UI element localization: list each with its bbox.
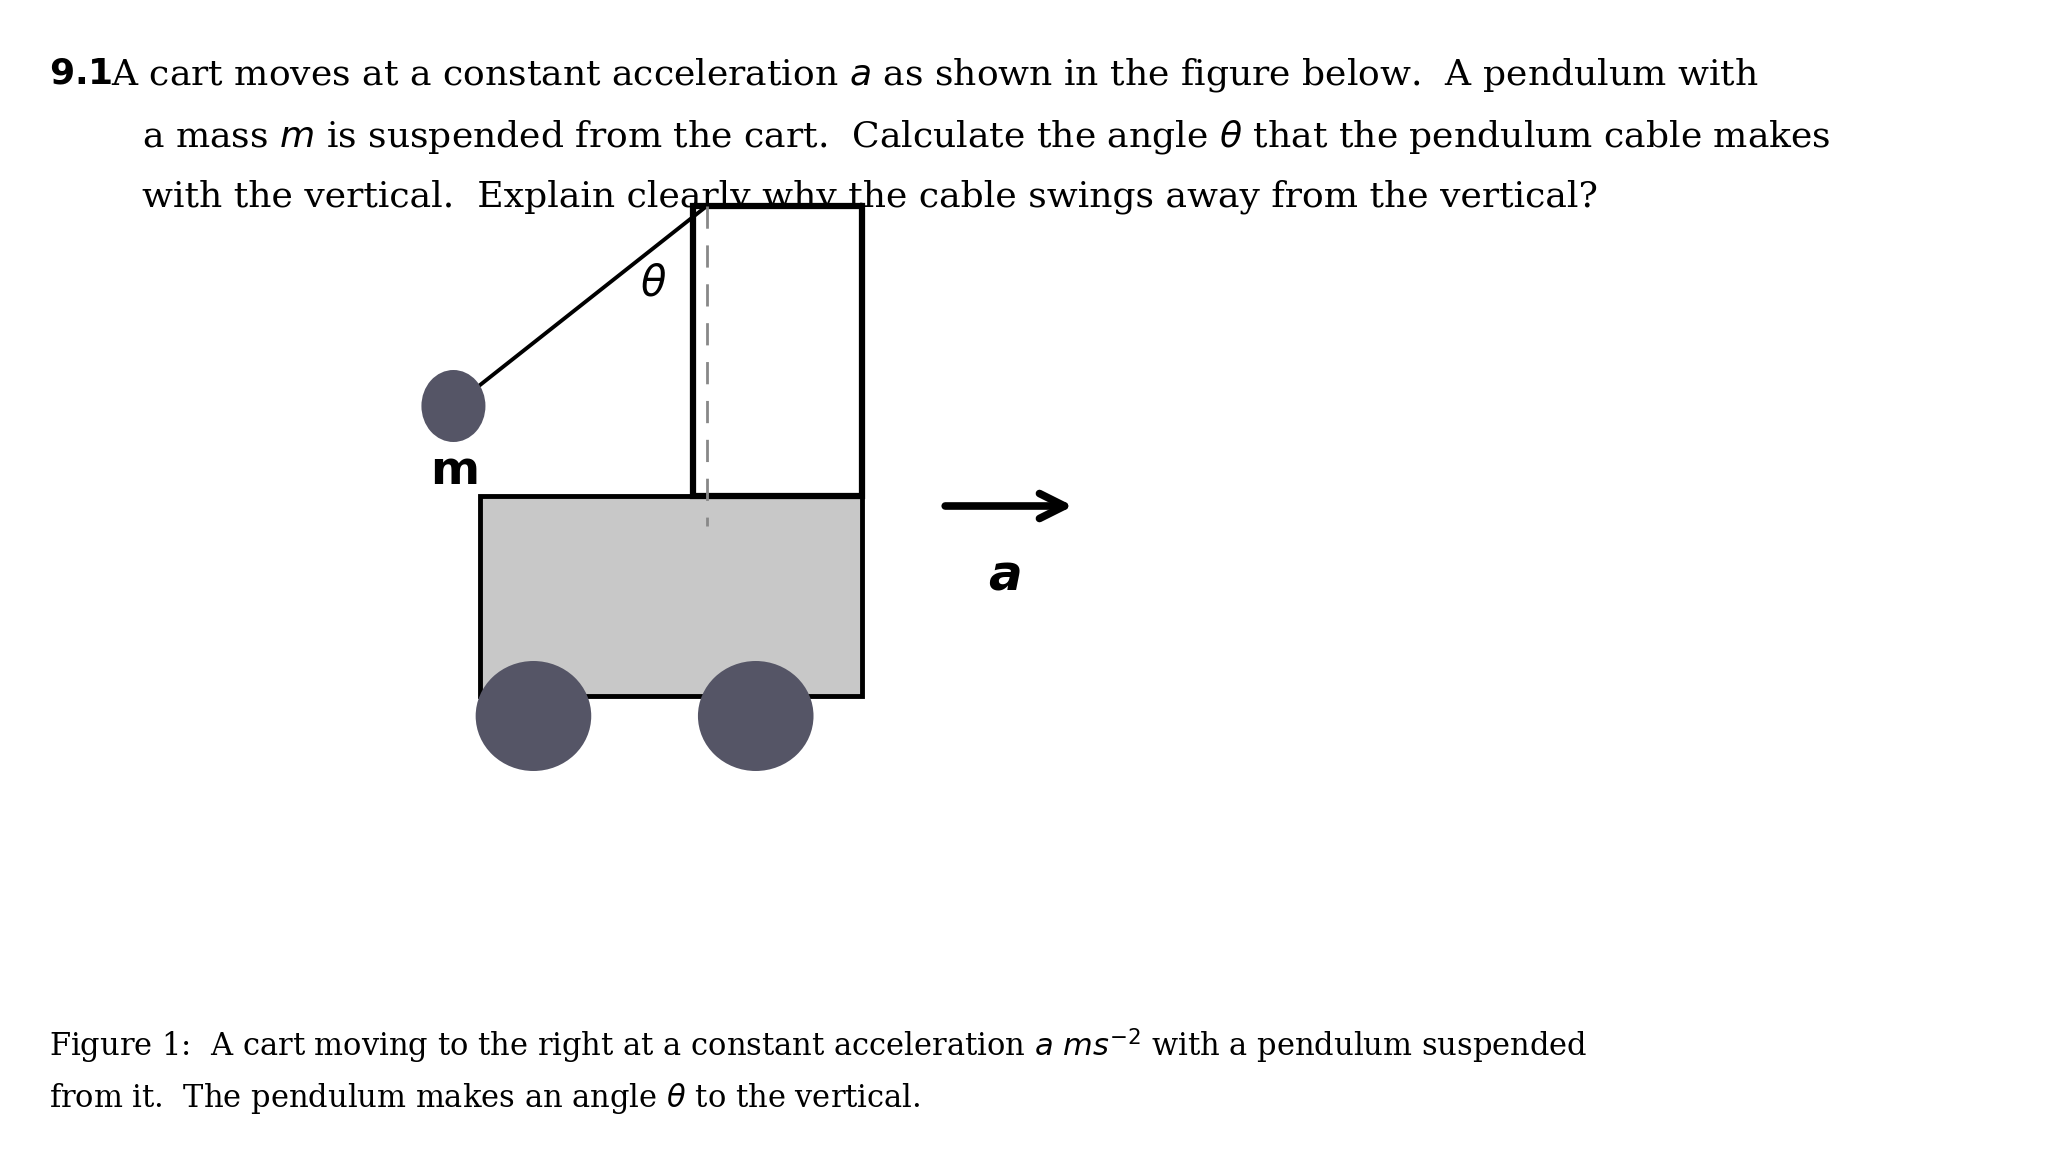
Text: $\mathbf{m}$: $\mathbf{m}$ bbox=[430, 448, 477, 494]
Text: from it.  The pendulum makes an angle $\theta$ to the vertical.: from it. The pendulum makes an angle $\t… bbox=[49, 1081, 921, 1116]
Text: with the vertical.  Explain clearly why the cable swings away from the vertical?: with the vertical. Explain clearly why t… bbox=[143, 180, 1598, 215]
Text: $\boldsymbol{a}$: $\boldsymbol{a}$ bbox=[988, 552, 1021, 600]
Text: A cart moves at a constant acceleration $a$ as shown in the figure below.  A pen: A cart moves at a constant acceleration … bbox=[110, 56, 1760, 94]
Text: $\mathbf{9.1}$: $\mathbf{9.1}$ bbox=[49, 56, 113, 90]
Text: Figure 1:  A cart moving to the right at a constant acceleration $a$ $ms^{-2}$ w: Figure 1: A cart moving to the right at … bbox=[49, 1026, 1588, 1066]
Bar bbox=[694, 206, 863, 496]
Text: $\theta$: $\theta$ bbox=[640, 264, 667, 305]
Ellipse shape bbox=[475, 661, 591, 771]
Bar bbox=[481, 496, 863, 696]
Ellipse shape bbox=[421, 370, 485, 442]
Ellipse shape bbox=[698, 661, 814, 771]
Text: a mass $m$ is suspended from the cart.  Calculate the angle $\theta$ that the pe: a mass $m$ is suspended from the cart. C… bbox=[143, 118, 1831, 156]
